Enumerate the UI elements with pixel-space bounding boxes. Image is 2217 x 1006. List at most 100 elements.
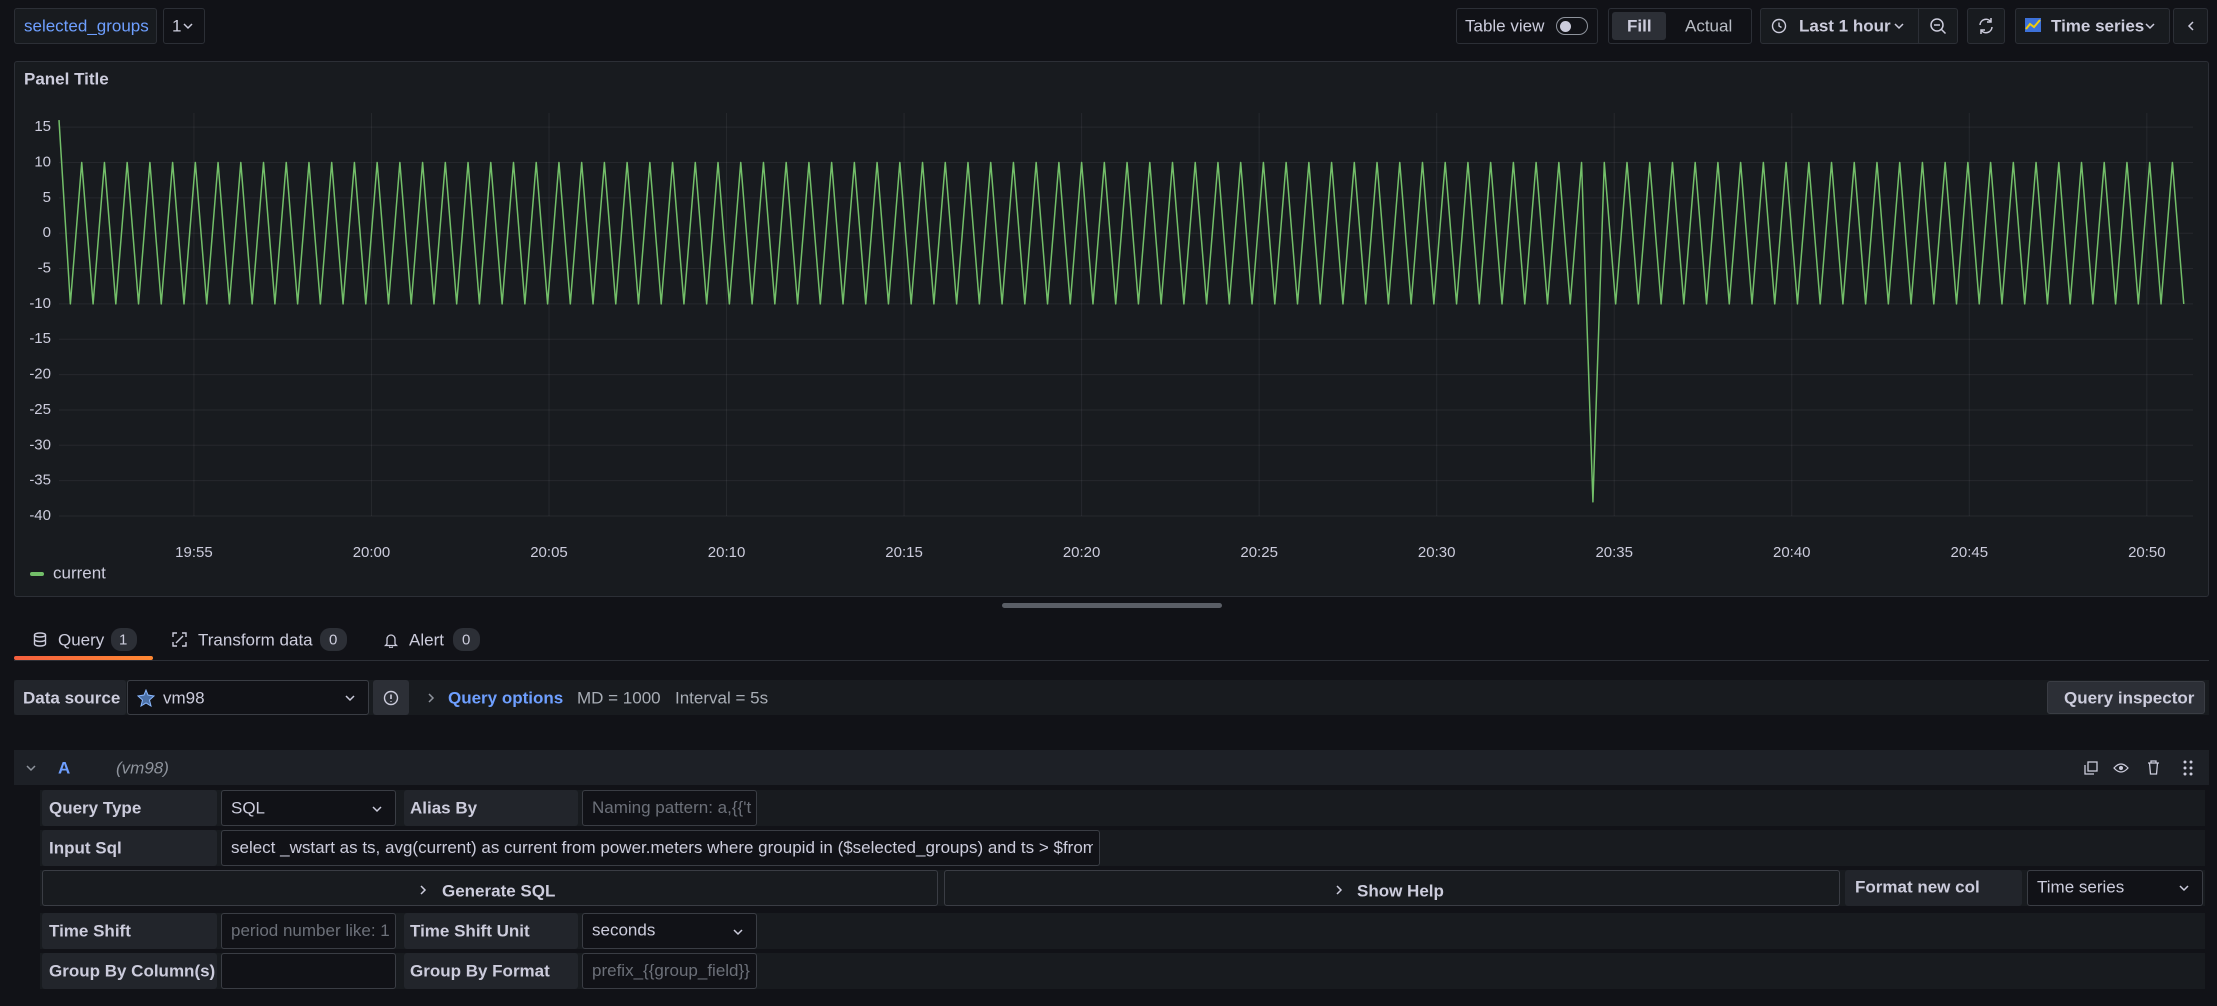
form-row bbox=[40, 913, 2205, 949]
alias-input[interactable] bbox=[582, 790, 757, 826]
x-tick-label: 20:15 bbox=[885, 544, 923, 561]
x-tick-label: 19:55 bbox=[175, 544, 213, 561]
series-line bbox=[58, 120, 2185, 503]
field-label-box bbox=[404, 913, 578, 949]
tab-label[interactable]: Alert bbox=[409, 630, 444, 650]
field-label-box bbox=[1845, 870, 2022, 906]
chevron-left bbox=[2187, 21, 2194, 31]
tab-label[interactable]: Transform data bbox=[198, 630, 313, 650]
y-tick-label: 15 bbox=[34, 118, 51, 135]
y-tick-label: -20 bbox=[29, 366, 51, 383]
zoom-out-icon[interactable] bbox=[1929, 17, 1947, 35]
clock-icon bbox=[1771, 18, 1787, 34]
field-label-box bbox=[42, 913, 217, 949]
field-label: Format new col bbox=[1855, 877, 1980, 897]
switch[interactable] bbox=[1556, 17, 1588, 35]
tab-badge bbox=[453, 628, 480, 651]
x-tick-label: 20:10 bbox=[708, 544, 746, 561]
resize-handle[interactable] bbox=[1002, 603, 1222, 608]
table-view-label: Table view bbox=[1465, 16, 1545, 36]
query-type-select[interactable] bbox=[221, 790, 396, 826]
sql-input[interactable] bbox=[221, 830, 1100, 866]
divider bbox=[1918, 8, 1919, 44]
chevron bbox=[2145, 23, 2155, 30]
show-help: Show Help bbox=[1357, 881, 1444, 901]
data-source-name: vm98 bbox=[163, 688, 205, 708]
time-picker[interactable] bbox=[1760, 8, 1958, 44]
data-source-select[interactable] bbox=[127, 680, 369, 715]
field-label: Time Shift Unit bbox=[410, 921, 530, 941]
max-data-points: MD = 1000 bbox=[577, 688, 661, 708]
time-shift-input[interactable] bbox=[221, 913, 396, 949]
collapse-button[interactable] bbox=[2173, 8, 2208, 44]
refresh-icon bbox=[1979, 18, 1993, 34]
eye-icon[interactable] bbox=[2113, 762, 2129, 774]
chevron bbox=[345, 695, 355, 702]
tab-badge bbox=[320, 628, 347, 651]
chevron-right bbox=[428, 693, 435, 703]
alias-placeholder: Naming pattern: a,{{'t bbox=[592, 797, 752, 817]
query-inspector: Query inspector bbox=[2064, 688, 2195, 708]
x-tick-label: 20:45 bbox=[1951, 544, 1989, 561]
actual-label[interactable]: Actual bbox=[1685, 16, 1733, 36]
panel-title: Panel Title bbox=[24, 69, 109, 89]
tabs-border bbox=[14, 660, 2209, 661]
time-shift-placeholder: period number like: 1 bbox=[231, 920, 390, 940]
form-row bbox=[40, 790, 2205, 826]
duplicate-icon[interactable] bbox=[2084, 761, 2098, 775]
chevron-right bbox=[1336, 885, 1343, 895]
field-label: Group By Format bbox=[410, 961, 550, 981]
x-tick-label: 20:40 bbox=[1773, 544, 1811, 561]
time-shift-unit-select[interactable] bbox=[582, 913, 757, 949]
alert-icon bbox=[384, 634, 398, 648]
field-label: Group By Column(s) bbox=[49, 961, 216, 981]
chevron bbox=[372, 806, 382, 813]
fill-label: Fill bbox=[1627, 16, 1652, 36]
x-tick-label: 20:05 bbox=[530, 544, 568, 561]
tab-count: 1 bbox=[119, 631, 128, 649]
drag-icon[interactable] bbox=[2183, 760, 2193, 776]
chevron bbox=[1894, 23, 1904, 30]
form-row bbox=[40, 953, 2205, 989]
chevron[interactable] bbox=[26, 763, 36, 773]
query-datasource: (vm98) bbox=[116, 758, 169, 778]
chevron bbox=[183, 23, 193, 30]
y-tick-label: 0 bbox=[43, 224, 51, 241]
generate-sql-button[interactable] bbox=[42, 870, 938, 906]
refresh-button[interactable] bbox=[1967, 8, 2005, 44]
tab-label[interactable]: Query bbox=[58, 630, 105, 650]
data-source-label: Data source bbox=[23, 688, 121, 708]
delete-icon[interactable] bbox=[2147, 760, 2160, 775]
field-label: Time Shift bbox=[49, 921, 131, 941]
y-tick-label: -25 bbox=[29, 401, 51, 418]
x-tick-label: 20:30 bbox=[1418, 544, 1456, 561]
y-tick-label: -30 bbox=[29, 436, 51, 453]
y-tick-label: -15 bbox=[29, 330, 51, 347]
x-tick-label: 20:20 bbox=[1063, 544, 1101, 561]
query-options[interactable]: Query options bbox=[448, 688, 564, 708]
switch-knob bbox=[1560, 20, 1571, 32]
fill-button[interactable] bbox=[1612, 12, 1666, 40]
interval: Interval = 5s bbox=[675, 688, 769, 708]
variable-select[interactable] bbox=[163, 8, 205, 44]
y-tick-label: -35 bbox=[29, 472, 51, 489]
query-type: SQL bbox=[231, 798, 266, 818]
field-label: Query Type bbox=[49, 798, 142, 818]
format: Time series bbox=[2037, 877, 2125, 897]
group-by-input[interactable] bbox=[221, 953, 396, 989]
sql-text: select _wstart as ts, avg(current) as cu… bbox=[231, 837, 1093, 857]
field-label-box bbox=[404, 790, 578, 826]
viz-icon bbox=[2025, 18, 2041, 32]
variable-label[interactable] bbox=[14, 8, 157, 44]
active-tab-underline bbox=[14, 656, 153, 660]
chevron bbox=[733, 929, 743, 936]
query-inspector-button[interactable] bbox=[2047, 681, 2205, 714]
query-icon bbox=[33, 632, 47, 647]
table-view-toggle[interactable] bbox=[1456, 8, 1598, 44]
format-select[interactable] bbox=[2027, 870, 2203, 906]
show-help-button[interactable] bbox=[944, 870, 1840, 906]
legend-swatch bbox=[30, 572, 44, 576]
tab-count: 0 bbox=[329, 631, 338, 649]
group-by-format-input[interactable] bbox=[582, 953, 757, 989]
